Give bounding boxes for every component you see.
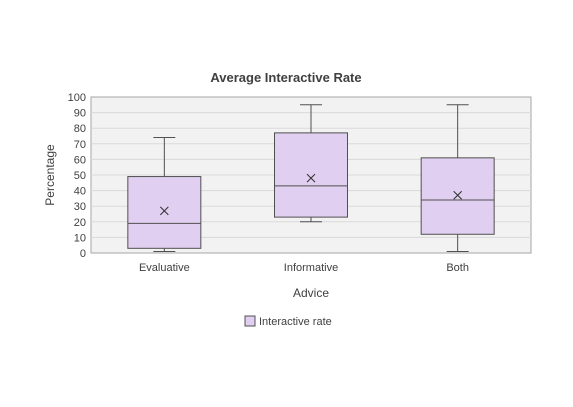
y-tick-label: 20	[74, 217, 86, 229]
box-evaluative	[127, 137, 202, 252]
y-tick-label: 0	[80, 248, 86, 260]
y-tick-label: 60	[74, 154, 86, 166]
x-axis-ticks: Evaluative Informative Both	[139, 262, 469, 274]
mean-marker	[453, 190, 463, 200]
legend: Interactive rate	[244, 315, 332, 328]
chart-title: Average Interactive Rate	[210, 70, 361, 85]
box-informative	[274, 104, 348, 223]
mean-marker	[306, 173, 316, 183]
legend-label: Interactive rate	[259, 316, 332, 328]
y-tick-label: 100	[68, 92, 86, 104]
y-tick-label: 80	[74, 123, 86, 135]
x-tick-label: Both	[446, 262, 469, 274]
y-tick-label: 30	[74, 201, 86, 213]
legend-swatch	[244, 315, 256, 327]
y-tick-label: 70	[74, 139, 86, 151]
y-axis-ticks: 0 10 20 30 40 50 60 70 80 90 100	[68, 92, 86, 260]
x-axis-label: Advice	[293, 286, 329, 300]
y-tick-label: 90	[74, 108, 86, 120]
y-tick-label: 10	[74, 232, 86, 244]
y-tick-label: 40	[74, 186, 86, 198]
iqr-box	[127, 176, 202, 249]
x-tick-label: Evaluative	[139, 262, 190, 274]
iqr-box	[420, 157, 495, 235]
y-axis-label: Percentage	[43, 144, 57, 206]
boxes	[127, 104, 495, 252]
x-tick-label: Informative	[284, 262, 338, 274]
mean-marker	[159, 206, 169, 216]
iqr-box	[274, 132, 348, 218]
y-tick-label: 50	[74, 170, 86, 182]
box-both	[420, 104, 495, 252]
